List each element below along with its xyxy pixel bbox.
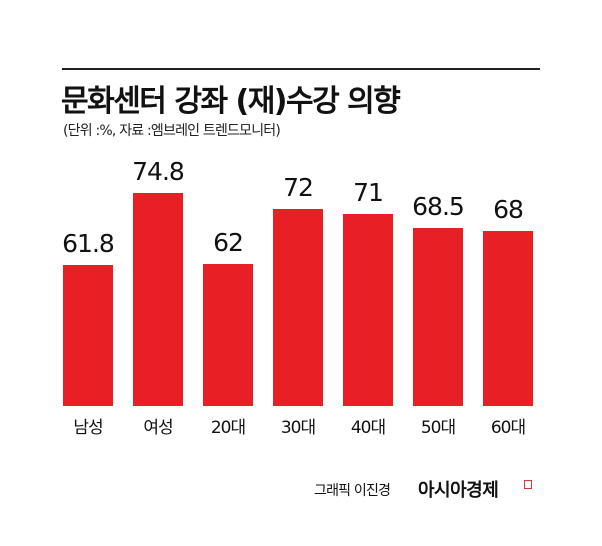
bar-value-label: 71 bbox=[353, 178, 384, 207]
bar-value-label: 68 bbox=[493, 195, 524, 224]
bar bbox=[343, 214, 393, 406]
top-rule bbox=[62, 68, 540, 70]
bar bbox=[63, 265, 113, 406]
bar-value-label: 72 bbox=[283, 173, 314, 202]
category-label: 여성 bbox=[143, 418, 173, 438]
category-label: 40대 bbox=[350, 418, 386, 438]
bar bbox=[133, 193, 183, 406]
bar bbox=[483, 231, 533, 406]
bar bbox=[203, 264, 253, 406]
bar-value-label: 68.5 bbox=[412, 192, 465, 221]
bar bbox=[413, 228, 463, 406]
brand-logo: 아시아경제 bbox=[418, 480, 499, 501]
category-label: 20대 bbox=[210, 418, 246, 438]
bar-value-label: 62 bbox=[213, 228, 244, 257]
category-label: 30대 bbox=[280, 418, 316, 438]
chart-title: 문화센터 강좌 (재)수강 의향 bbox=[61, 84, 401, 119]
bar-value-label: 61.8 bbox=[62, 229, 115, 258]
bar-value-label: 74.8 bbox=[132, 157, 185, 186]
chart-subtitle: (단위 :%, 자료 :엠브레인 트렌드모니터) bbox=[63, 123, 281, 139]
category-label: 50대 bbox=[420, 418, 456, 438]
category-label: 60대 bbox=[490, 418, 526, 438]
graphic-credit: 그래픽 이진경 bbox=[314, 483, 391, 499]
bar bbox=[273, 209, 323, 406]
brand-mark-icon bbox=[524, 480, 532, 489]
category-label: 남성 bbox=[73, 418, 103, 438]
